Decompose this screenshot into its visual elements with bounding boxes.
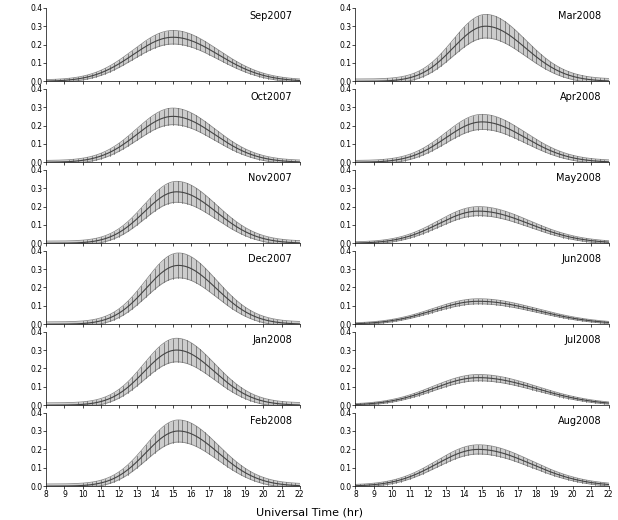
Text: Sep2007: Sep2007 bbox=[249, 11, 292, 21]
Text: Oct2007: Oct2007 bbox=[250, 93, 292, 102]
Text: Jul2008: Jul2008 bbox=[565, 335, 601, 345]
Text: Apr2008: Apr2008 bbox=[560, 93, 601, 102]
Text: May2008: May2008 bbox=[556, 173, 601, 184]
Text: Feb2008: Feb2008 bbox=[250, 417, 292, 426]
Text: Jan2008: Jan2008 bbox=[252, 335, 292, 345]
Text: Jun2008: Jun2008 bbox=[561, 254, 601, 264]
Text: Universal Time (hr): Universal Time (hr) bbox=[255, 508, 363, 517]
Text: Aug2008: Aug2008 bbox=[557, 417, 601, 426]
Text: Nov2007: Nov2007 bbox=[248, 173, 292, 184]
Text: Mar2008: Mar2008 bbox=[558, 11, 601, 21]
Text: Dec2007: Dec2007 bbox=[248, 254, 292, 264]
